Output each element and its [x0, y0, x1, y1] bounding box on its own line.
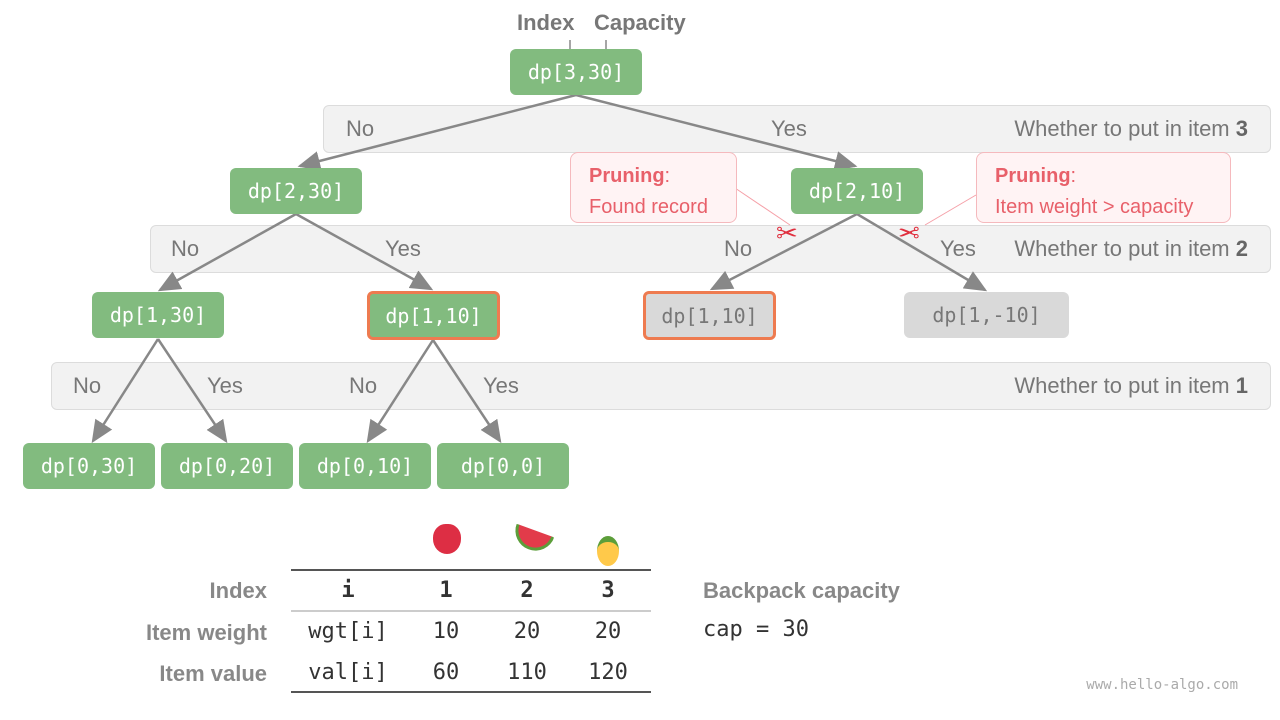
no-label: No — [346, 116, 375, 141]
cell: 3 — [601, 578, 615, 603]
footer-watermark: www.hello-algo.com — [1086, 677, 1238, 693]
node-dp-3-30: dp[3,30] — [510, 49, 642, 95]
cell: 20 — [513, 619, 541, 644]
yes-label: Yes — [940, 236, 976, 261]
apple-icon — [433, 524, 461, 554]
no-label: No — [724, 236, 753, 261]
capacity-value: cap = 30 — [703, 617, 809, 642]
pruning-note-found-record: Pruning: Found record — [570, 152, 737, 223]
table-header-rule — [291, 610, 651, 612]
cell: 120 — [588, 660, 628, 685]
cell: 60 — [432, 660, 460, 685]
cell: 110 — [507, 660, 547, 685]
pruning-note-overweight: Pruning: Item weight > capacity — [976, 152, 1231, 223]
node-dp-2-30: dp[2,30] — [230, 168, 362, 214]
node-dp-1-neg10-pruned: dp[1,-10] — [904, 292, 1069, 338]
cell: 10 — [432, 619, 460, 644]
scissors-icon: ✂ — [776, 218, 798, 248]
no-label: No — [349, 373, 378, 398]
no-label: No — [171, 236, 200, 261]
cell: wgt[i] — [308, 619, 388, 644]
scissors-icon: ✂ — [898, 218, 920, 248]
cell: 1 — [439, 578, 453, 603]
pineapple-icon — [597, 536, 619, 566]
cell: 2 — [520, 578, 534, 603]
table-bottom-rule — [291, 691, 651, 693]
node-dp-0-0: dp[0,0] — [437, 443, 569, 489]
node-dp-0-30: dp[0,30] — [23, 443, 155, 489]
row-label-weight: Item weight — [145, 620, 267, 645]
yes-label: Yes — [771, 116, 807, 141]
cell: i — [341, 578, 355, 603]
yes-label: Yes — [385, 236, 421, 261]
node-dp-0-20: dp[0,20] — [161, 443, 293, 489]
capacity-label: Capacity — [594, 10, 686, 35]
index-label: Index — [517, 10, 575, 35]
table-top-rule — [291, 569, 651, 571]
yes-label: Yes — [483, 373, 519, 398]
node-dp-1-10: dp[1,10] — [367, 291, 500, 340]
node-dp-1-30: dp[1,30] — [92, 292, 224, 338]
row-label-value: Item value — [159, 661, 267, 686]
capacity-title: Backpack capacity — [703, 578, 900, 603]
cell: val[i] — [308, 660, 388, 685]
node-dp-1-10-pruned: dp[1,10] — [643, 291, 776, 340]
no-label: No — [73, 373, 102, 398]
yes-label: Yes — [207, 373, 243, 398]
band-item-3: No Yes Whether to put in item 3 — [323, 105, 1271, 153]
band-item-2: No Yes No Yes Whether to put in item 2 — [150, 225, 1271, 273]
band-desc: Whether to put in item 1 — [1014, 373, 1248, 398]
band-item-1: No Yes No Yes Whether to put in item 1 — [51, 362, 1271, 410]
row-label-index: Index — [209, 578, 267, 603]
cell: 20 — [594, 619, 622, 644]
band-desc: Whether to put in item 3 — [1014, 116, 1248, 141]
node-dp-0-10: dp[0,10] — [299, 443, 431, 489]
band-desc: Whether to put in item 2 — [1014, 236, 1248, 261]
node-dp-2-10: dp[2,10] — [791, 168, 923, 214]
